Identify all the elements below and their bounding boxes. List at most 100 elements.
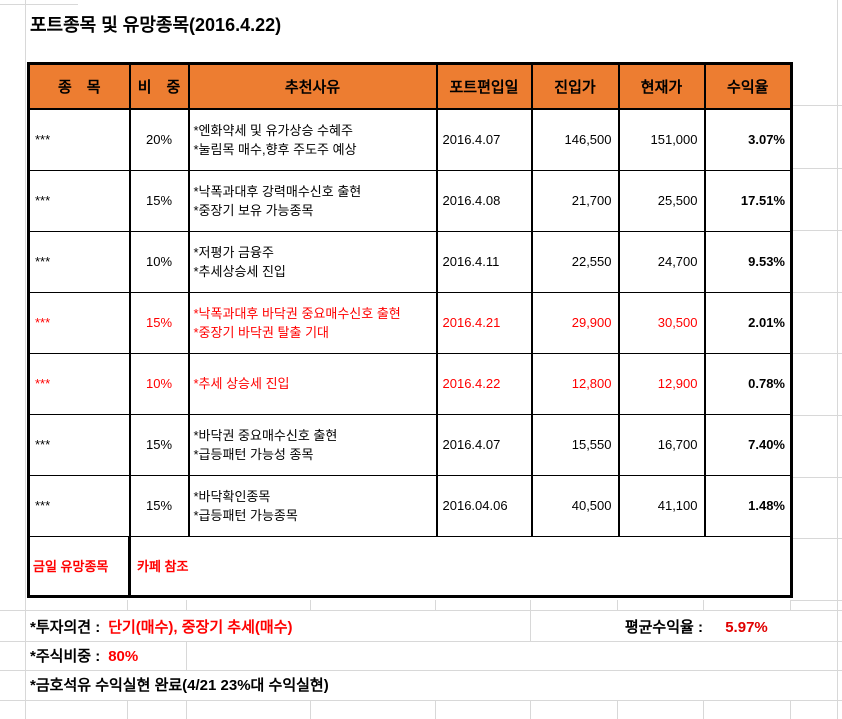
reason-line-2: *중장기 바닥권 탈출 기대	[193, 324, 330, 340]
cell-current-price[interactable]: 151,000	[617, 108, 706, 171]
table-row: *** 15% *바닥확인종목 *급등패턴 가능종목 2016.04.06 40…	[27, 474, 793, 537]
cell-current-price[interactable]: 41,100	[617, 474, 706, 537]
cell-entry-date[interactable]: 2016.4.07	[435, 108, 533, 171]
gridline	[790, 230, 842, 231]
cell-return-rate[interactable]: 2.01%	[703, 291, 793, 354]
average-return-label: 평균수익율 :	[624, 619, 703, 636]
gridline	[25, 0, 26, 719]
header-current-price[interactable]: 현재가	[617, 62, 706, 110]
cell-entry-date[interactable]: 2016.04.06	[435, 474, 533, 537]
cell-reason[interactable]: *바닥확인종목 *급등패턴 가능종목	[187, 474, 438, 537]
page-title: 포트종목 및 유망종목(2016.4.22)	[30, 15, 282, 35]
cell-entry-date[interactable]: 2016.4.07	[435, 413, 533, 476]
cell-return-rate[interactable]: 9.53%	[703, 230, 793, 293]
cell-entry-price[interactable]: 21,700	[530, 169, 620, 232]
average-return-value: 5.97%	[725, 619, 768, 636]
cell-return-rate[interactable]: 7.40%	[703, 413, 793, 476]
ratio-value: 80%	[108, 648, 139, 665]
gridline	[310, 700, 311, 719]
cell-weight[interactable]: 15%	[128, 291, 190, 354]
table-row: *** 15% *바닥권 중요매수신호 출현 *급등패턴 가능성 종목 2016…	[27, 413, 793, 476]
ratio-label: *주식비중 :	[30, 648, 101, 665]
cell-return-rate[interactable]: 17.51%	[703, 169, 793, 232]
cell-weight[interactable]: 10%	[128, 230, 190, 293]
cell-entry-price[interactable]: 15,550	[530, 413, 620, 476]
gridline	[617, 600, 618, 611]
cell-return-rate[interactable]: 3.07%	[703, 108, 793, 171]
gridline	[0, 670, 842, 671]
reason-line-2: *눌림목 매수,향후 주도주 예상	[193, 141, 357, 157]
cell-current-price[interactable]: 12,900	[617, 352, 706, 415]
promising-stocks-row: 금일 유망종목 카페 참조	[27, 535, 793, 597]
cell-weight[interactable]: 15%	[128, 413, 190, 476]
cell-reason[interactable]: *낙폭과대후 바닥권 중요매수신호 출현 *중장기 바닥권 탈출 기대	[187, 291, 438, 354]
cell-entry-price[interactable]: 40,500	[530, 474, 620, 537]
cell-weight[interactable]: 15%	[128, 169, 190, 232]
header-reason[interactable]: 추천사유	[187, 62, 438, 110]
reason-line-1: *추세 상승세 진입	[193, 376, 290, 391]
table-header-row: 종 목 비 중 추천사유 포트편입일 진입가 현재가 수익율	[27, 62, 793, 110]
gridline	[0, 610, 842, 611]
cell-current-price[interactable]: 25,500	[617, 169, 706, 232]
gridline	[530, 600, 531, 611]
cell-entry-price[interactable]: 146,500	[530, 108, 620, 171]
cell-stock[interactable]: ***	[27, 413, 131, 476]
cell-stock[interactable]: ***	[27, 108, 131, 171]
cell-current-price[interactable]: 30,500	[617, 291, 706, 354]
gridline	[790, 168, 842, 169]
cell-weight[interactable]: 15%	[128, 474, 190, 537]
investment-opinion-line: *투자의견 : 단기(매수), 중장기 추세(매수)	[30, 615, 293, 641]
cell-reason[interactable]: *저평가 금융주 *추세상승세 진입	[187, 230, 438, 293]
gridline	[186, 600, 187, 611]
cell-return-rate[interactable]: 1.48%	[703, 474, 793, 537]
cell-current-price[interactable]: 16,700	[617, 413, 706, 476]
cell-reason[interactable]: *낙폭과대후 강력매수신호 출현 *중장기 보유 가능종목	[187, 169, 438, 232]
cell-return-rate[interactable]: 0.78%	[703, 352, 793, 415]
header-stock[interactable]: 종 목	[27, 62, 131, 110]
cell-entry-date[interactable]: 2016.4.08	[435, 169, 533, 232]
header-entry-date[interactable]: 포트편입일	[435, 62, 533, 110]
cell-stock[interactable]: ***	[27, 230, 131, 293]
cell-promising-label[interactable]: 금일 유망종목	[27, 535, 131, 597]
gridline	[837, 0, 838, 719]
reason-line-1: *저평가 금융주	[193, 244, 274, 260]
gridline	[0, 700, 842, 701]
cell-stock[interactable]: ***	[27, 474, 131, 537]
cell-reason[interactable]: *추세 상승세 진입	[187, 352, 438, 415]
table-row-highlighted: *** 10% *추세 상승세 진입 2016.4.22 12,800 12,9…	[27, 352, 793, 415]
opinion-label: *투자의견 :	[30, 619, 101, 636]
table-row-highlighted: *** 15% *낙폭과대후 바닥권 중요매수신호 출현 *중장기 바닥권 탈출…	[27, 291, 793, 354]
gridline	[790, 600, 842, 601]
cell-reason[interactable]: *바닥권 중요매수신호 출현 *급등패턴 가능성 종목	[187, 413, 438, 476]
cell-stock[interactable]: ***	[27, 169, 131, 232]
cell-entry-price[interactable]: 29,900	[530, 291, 620, 354]
cell-entry-price[interactable]: 22,550	[530, 230, 620, 293]
cell-stock[interactable]: ***	[27, 291, 131, 354]
table-row: *** 20% *엔화약세 및 유가상승 수혜주 *눌림목 매수,향후 주도주 …	[27, 108, 793, 171]
gridline	[186, 700, 187, 719]
gridline	[186, 641, 187, 670]
gridline	[790, 353, 842, 354]
cell-stock[interactable]: ***	[27, 352, 131, 415]
gridline	[310, 600, 311, 611]
gridline	[617, 700, 618, 719]
cell-entry-price[interactable]: 12,800	[530, 352, 620, 415]
header-entry-price[interactable]: 진입가	[530, 62, 620, 110]
cell-promising-value[interactable]: 카페 참조	[128, 535, 793, 597]
gridline	[790, 700, 791, 719]
header-return-rate[interactable]: 수익율	[703, 62, 793, 110]
cell-entry-date[interactable]: 2016.4.22	[435, 352, 533, 415]
cell-weight[interactable]: 20%	[128, 108, 190, 171]
gridline	[790, 600, 791, 611]
cell-reason[interactable]: *엔화약세 및 유가상승 수혜주 *눌림목 매수,향후 주도주 예상	[187, 108, 438, 171]
cell-current-price[interactable]: 24,700	[617, 230, 706, 293]
gridline	[530, 700, 531, 719]
gridline	[790, 538, 842, 539]
cell-weight[interactable]: 10%	[128, 352, 190, 415]
cell-entry-date[interactable]: 2016.4.11	[435, 230, 533, 293]
gridline	[435, 600, 436, 611]
header-weight[interactable]: 비 중	[128, 62, 190, 110]
table-row: *** 10% *저평가 금융주 *추세상승세 진입 2016.4.11 22,…	[27, 230, 793, 293]
cell-entry-date[interactable]: 2016.4.21	[435, 291, 533, 354]
